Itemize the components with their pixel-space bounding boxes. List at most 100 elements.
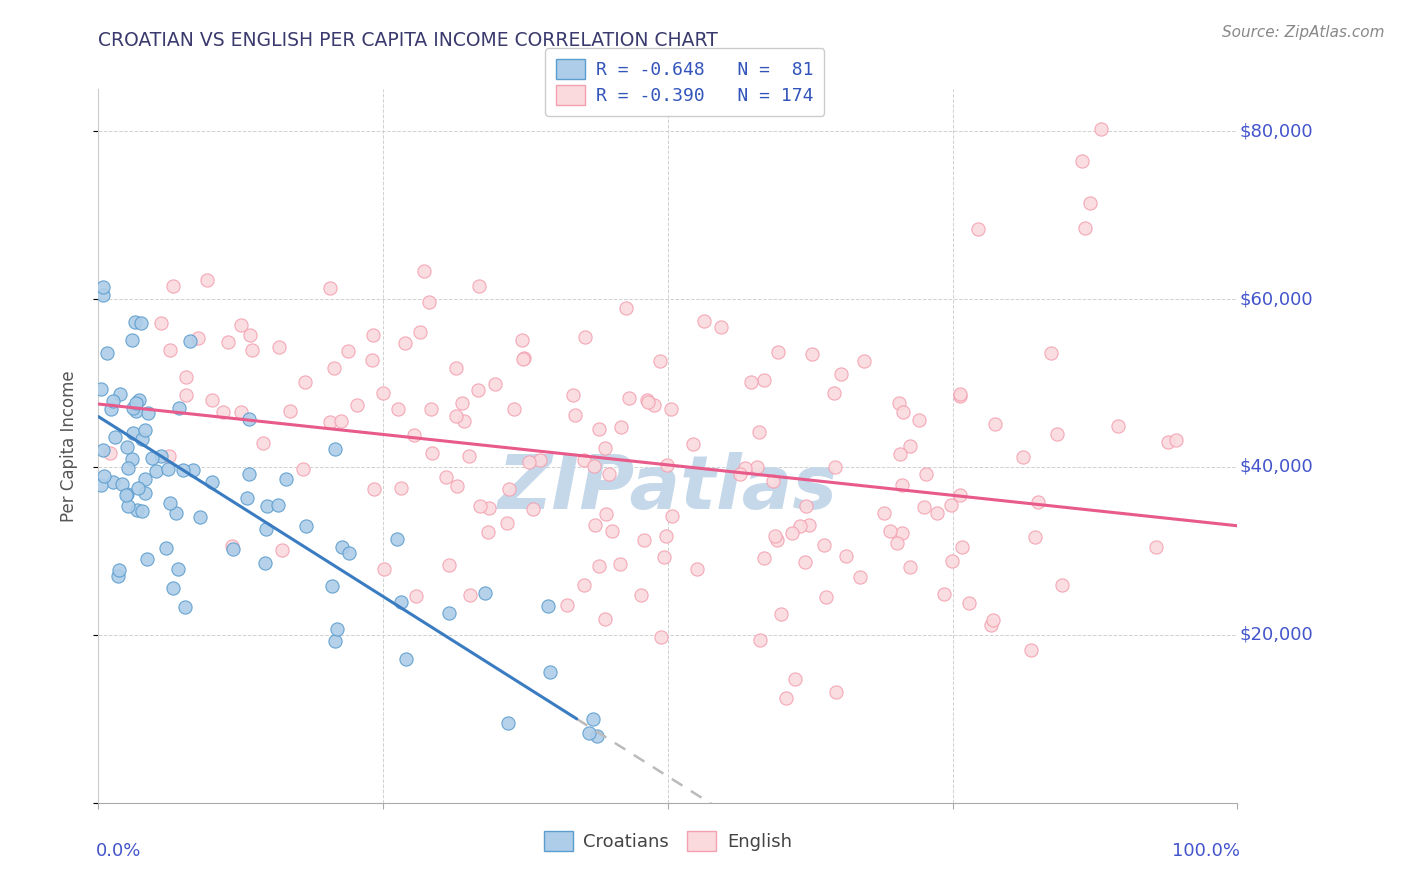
Point — [693, 314, 716, 328]
Point — [879, 524, 901, 538]
Point — [389, 481, 412, 495]
Point — [294, 375, 316, 389]
Point — [125, 396, 148, 410]
Point — [256, 499, 278, 513]
Point — [957, 596, 980, 610]
Point — [134, 485, 156, 500]
Point — [780, 526, 803, 541]
Text: ZIPatlas: ZIPatlas — [498, 452, 838, 525]
Point — [588, 422, 610, 436]
Point — [96, 346, 118, 360]
Point — [630, 588, 652, 602]
Point — [373, 562, 395, 576]
Point — [174, 600, 197, 615]
Text: 100.0%: 100.0% — [1171, 842, 1240, 860]
Point — [453, 414, 475, 428]
Point — [983, 613, 1005, 627]
Point — [446, 409, 468, 424]
Point — [470, 500, 492, 514]
Point — [117, 486, 139, 500]
Point — [763, 529, 786, 543]
Text: Source: ZipAtlas.com: Source: ZipAtlas.com — [1222, 25, 1385, 40]
Point — [121, 334, 143, 348]
Point — [1164, 433, 1187, 447]
Point — [886, 536, 908, 550]
Point — [103, 393, 125, 408]
Point — [190, 510, 212, 524]
Point — [174, 388, 197, 402]
Point — [650, 630, 672, 644]
Point — [578, 726, 600, 740]
Point — [155, 541, 177, 556]
Point — [420, 446, 443, 460]
Point — [330, 540, 353, 554]
Point — [337, 343, 360, 358]
Point — [529, 453, 551, 467]
Point — [458, 450, 481, 464]
Point — [325, 633, 347, 648]
Point — [108, 386, 131, 401]
Point — [661, 401, 683, 416]
Point — [752, 551, 775, 566]
Point — [600, 524, 623, 539]
Point — [1078, 196, 1101, 211]
Point — [495, 516, 517, 530]
Point — [159, 343, 181, 357]
Point — [107, 569, 129, 583]
Point — [770, 607, 793, 621]
Point — [253, 556, 276, 570]
Point — [484, 376, 506, 391]
Point — [1071, 153, 1094, 168]
Point — [467, 279, 489, 293]
Point — [90, 477, 112, 491]
Point — [125, 502, 148, 516]
Point — [93, 469, 115, 483]
Text: $20,000: $20,000 — [1240, 626, 1313, 644]
Point — [682, 436, 704, 450]
Point — [201, 475, 224, 489]
Point — [134, 423, 156, 437]
Point — [122, 401, 145, 416]
Point — [404, 428, 426, 442]
Point — [540, 665, 562, 679]
Point — [1050, 578, 1073, 592]
Point — [145, 464, 167, 478]
Point — [814, 590, 837, 604]
Point — [510, 333, 533, 347]
Point — [172, 463, 194, 477]
Point — [824, 459, 846, 474]
Point — [405, 589, 427, 603]
Point — [728, 467, 751, 481]
Point — [267, 340, 290, 354]
Point — [512, 352, 534, 367]
Point — [799, 518, 821, 533]
Point — [395, 652, 418, 666]
Point — [460, 588, 482, 602]
Point — [749, 632, 772, 647]
Point — [941, 554, 963, 568]
Point — [710, 320, 733, 334]
Point — [239, 328, 262, 343]
Point — [238, 411, 260, 425]
Point — [117, 499, 139, 513]
Point — [765, 533, 787, 547]
Point — [595, 507, 617, 521]
Point — [93, 442, 115, 457]
Y-axis label: Per Capita Income: Per Capita Income — [59, 370, 77, 522]
Point — [238, 467, 260, 481]
Point — [363, 482, 385, 496]
Point — [321, 579, 343, 593]
Point — [408, 325, 430, 339]
Point — [633, 533, 655, 548]
Point — [117, 461, 139, 475]
Point — [107, 563, 129, 577]
Point — [643, 398, 665, 412]
Point — [361, 328, 384, 343]
Point — [174, 369, 197, 384]
Point — [914, 467, 936, 481]
Point — [775, 691, 797, 706]
Point — [949, 389, 972, 403]
Point — [451, 396, 474, 410]
Point — [932, 586, 955, 600]
Point — [496, 716, 519, 731]
